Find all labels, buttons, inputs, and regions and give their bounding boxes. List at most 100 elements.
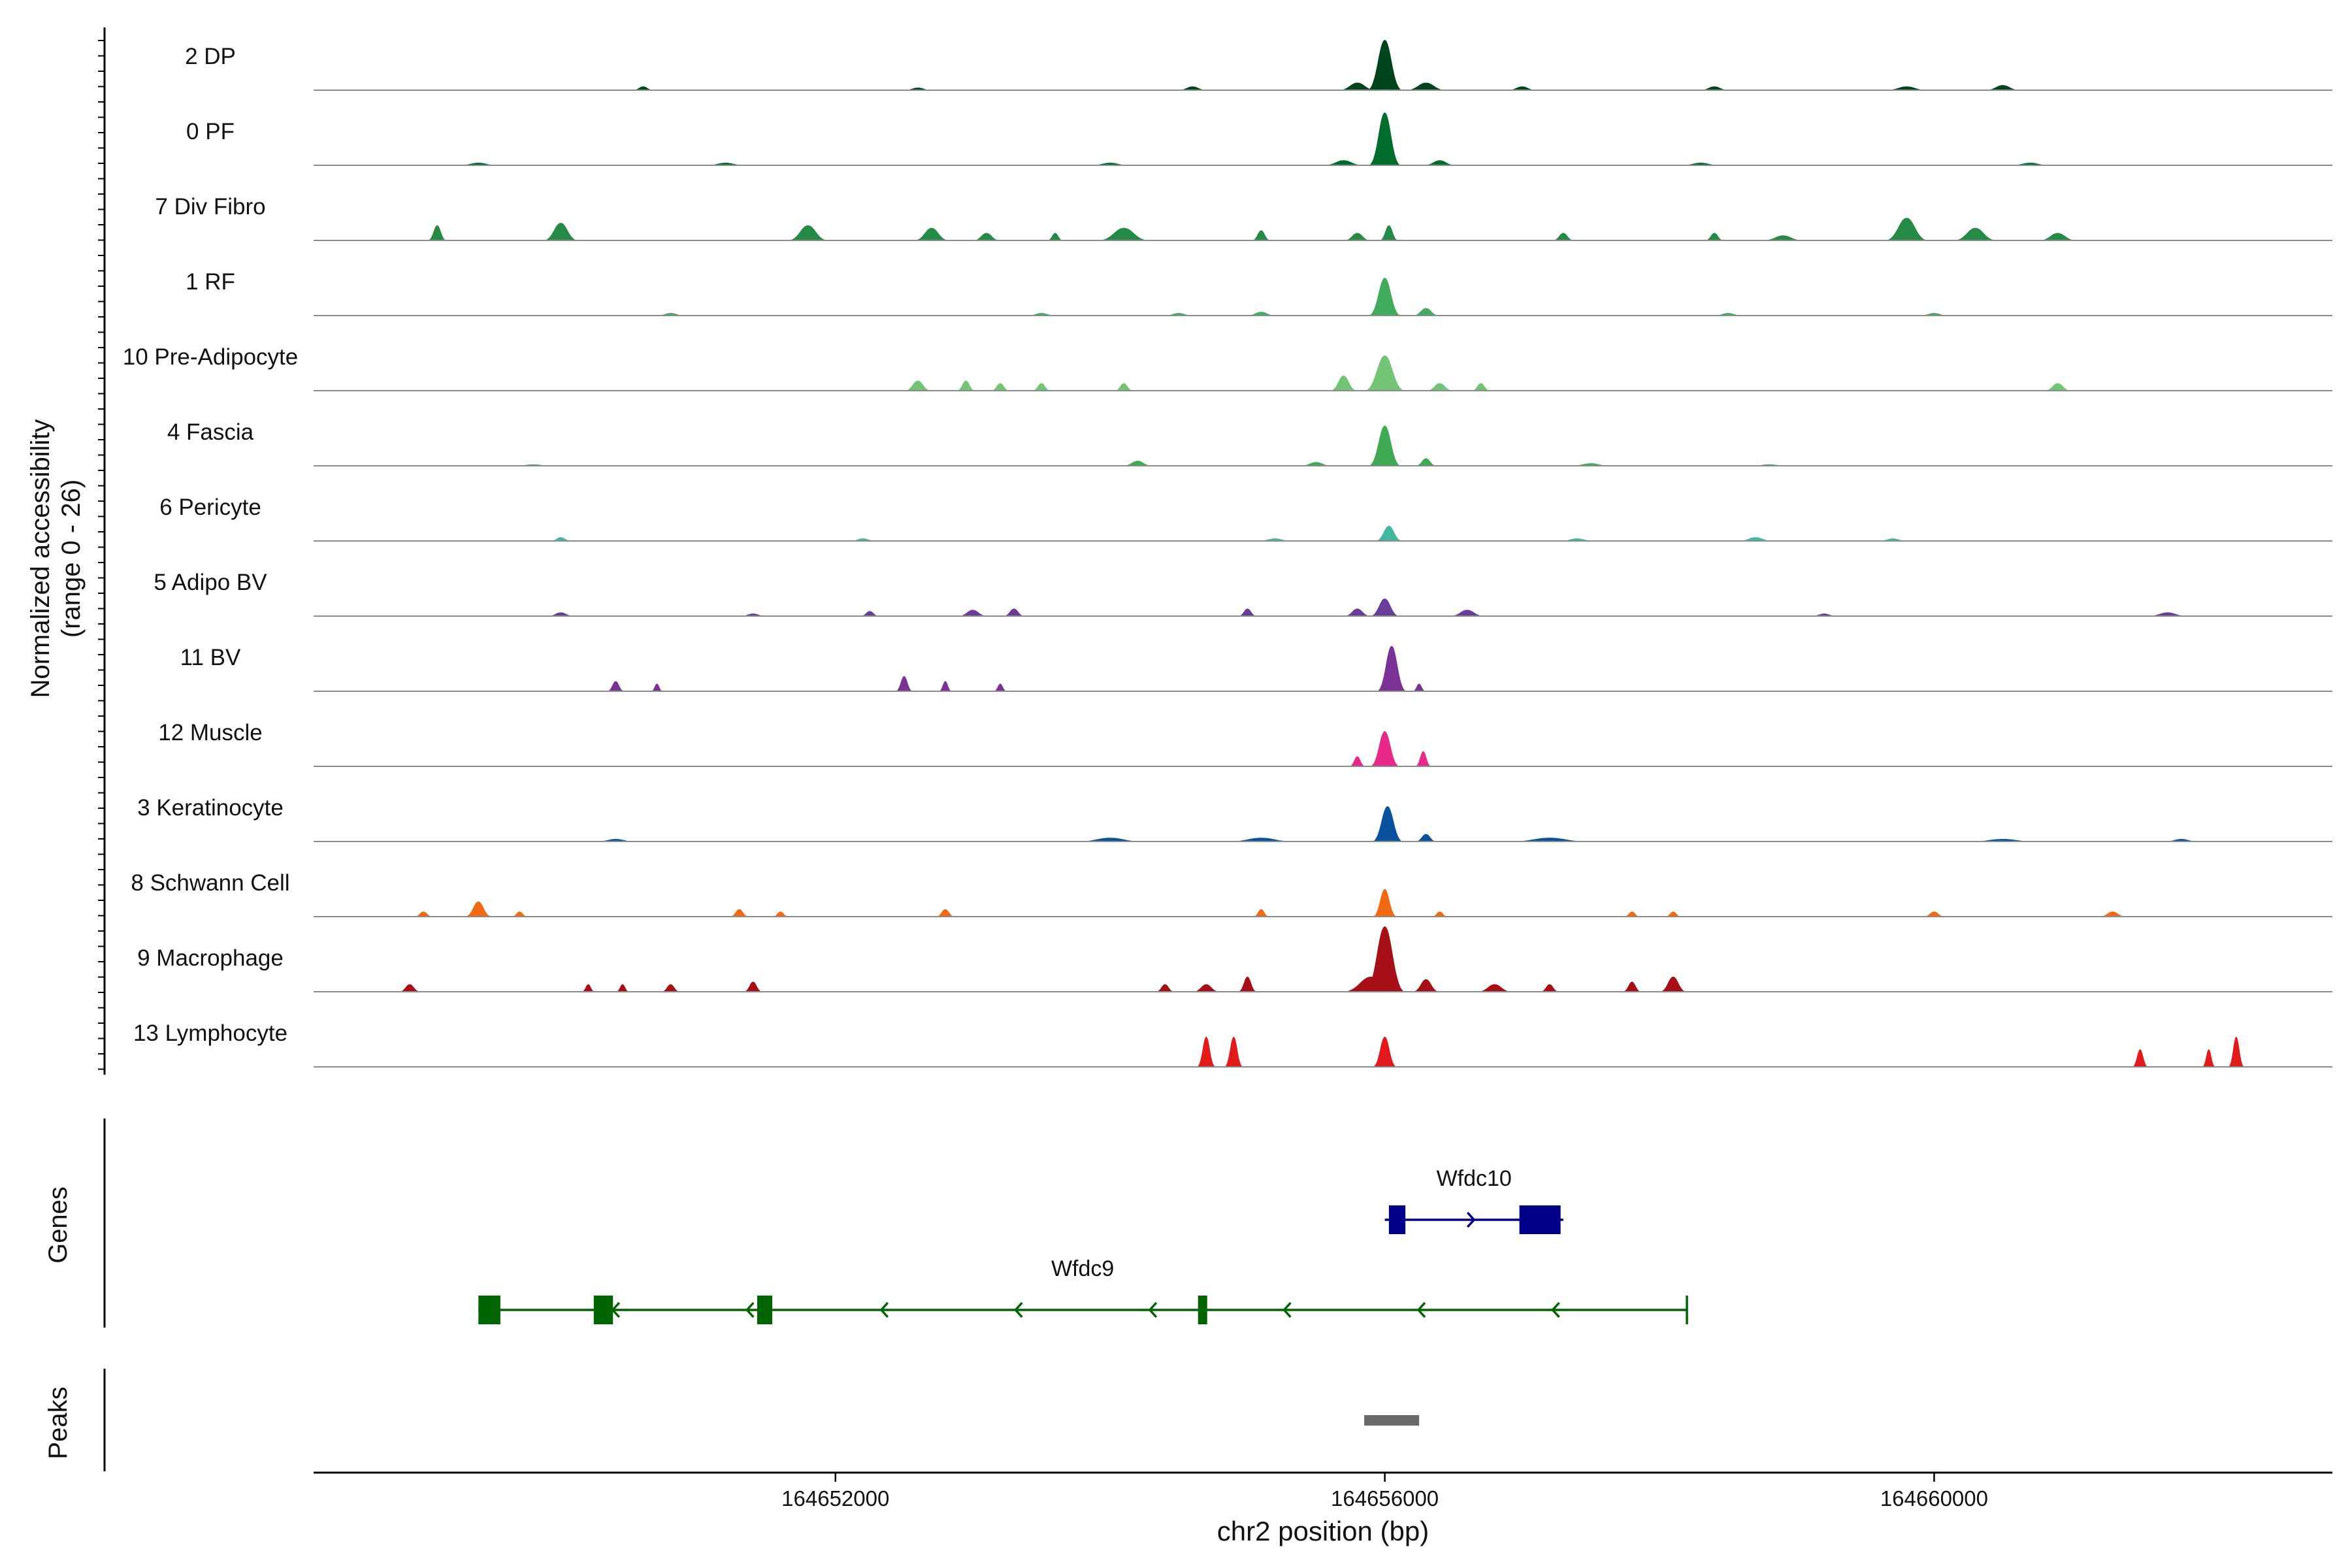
coverage-peak: [957, 610, 988, 616]
coverage-peak: [1431, 911, 1448, 917]
gene-name-label: Wfdc10: [1437, 1166, 1512, 1191]
coverage-peak: [895, 676, 913, 691]
x-tick-label: 164660000: [1880, 1486, 1988, 1511]
track-8-schwann-cell: 8 Schwann Cell: [131, 870, 2332, 917]
coverage-peak: [1477, 984, 1513, 992]
track-label: 7 Div Fibro: [155, 194, 265, 220]
gene-exon: [757, 1296, 773, 1324]
coverage-peak: [1155, 984, 1175, 992]
coverage-peak: [993, 683, 1007, 691]
coverage-peak: [581, 984, 595, 992]
track-7-div-fibro: 7 Div Fibro: [155, 194, 2332, 241]
track-11-bv: 11 BV: [180, 645, 2332, 692]
coverage-peak: [615, 984, 630, 992]
gene-exon: [1198, 1296, 1207, 1324]
coverage-peak: [1368, 425, 1401, 466]
coverage-peak: [1224, 1036, 1244, 1067]
gene-strand-arrow: [1551, 1301, 1560, 1318]
coverage-peak: [1122, 461, 1153, 466]
coverage-peak: [1369, 598, 1400, 616]
peak-region: [1364, 1415, 1420, 1426]
coverage-peak: [1923, 911, 1946, 917]
coverage-peak: [904, 380, 932, 391]
gene-strand-arrow: [879, 1301, 889, 1318]
coverage-peak: [1342, 976, 1400, 992]
coverage-peak: [1192, 984, 1220, 992]
coverage-peak: [1508, 838, 1591, 841]
track-label: 6 Pericyte: [159, 495, 261, 520]
coverage-peak: [1338, 82, 1377, 90]
coverage-peak: [938, 681, 953, 691]
coverage-peak: [2228, 1036, 2245, 1067]
track-6-pericyte: 6 Pericyte: [159, 495, 2332, 542]
coverage-peak: [2038, 233, 2078, 240]
coverage-peak: [2099, 911, 2127, 917]
coverage-peak: [661, 984, 681, 992]
track-4-fascia: 4 Fascia: [167, 419, 2332, 466]
coverage-tracks: 2 DP 0 PF 7 Div Fibro 1 RF 10 Pre-Adipocyte 4…: [123, 40, 2332, 1068]
coverage-peak: [1705, 233, 1724, 240]
coverage-peak: [913, 227, 950, 240]
coverage-peak: [1376, 645, 1407, 691]
coverage-peak: [1762, 235, 1804, 240]
track-label: 10 Pre-Adipocyte: [123, 344, 298, 370]
x-tick-label: 164656000: [1331, 1486, 1439, 1511]
coverage-peak: [1371, 806, 1403, 841]
track-1-rf: 1 RF: [186, 269, 2332, 316]
gene-strand-arrow: [1014, 1301, 1023, 1318]
x-axis: 164652000 164656000 164660000: [314, 1471, 2332, 1511]
coverage-peak: [1884, 218, 1929, 240]
coverage-peak: [1251, 230, 1271, 240]
coverage-peak: [1047, 233, 1064, 240]
gene-wfdc9: Wfdc9: [478, 1256, 1688, 1324]
track-label: 13 Lymphocyte: [133, 1021, 287, 1046]
coverage-peak: [1237, 976, 1258, 992]
peaks-panel: [103, 1369, 1420, 1471]
track-label: 0 PF: [186, 119, 235, 144]
coverage-peak: [1953, 227, 1998, 240]
track-5-adipo-bv: 5 Adipo BV: [154, 570, 2332, 617]
track-0-pf: 0 PF: [186, 112, 2332, 166]
coverage-peak: [936, 909, 955, 917]
track-label: 3 Keratinocyte: [137, 795, 284, 821]
coverage-peak: [1622, 981, 1642, 992]
coverage-peak: [990, 383, 1010, 391]
coverage-peak: [1343, 233, 1371, 240]
coverage-peak: [1414, 751, 1432, 766]
gene-strand-arrow: [745, 1301, 755, 1318]
coverage-peak: [743, 981, 763, 992]
coverage-peak: [1075, 838, 1145, 841]
coverage-peak: [772, 911, 789, 917]
coverage-peak: [1372, 889, 1397, 917]
gene-wfdc10: Wfdc10: [1384, 1166, 1563, 1234]
coverage-peak: [427, 225, 447, 240]
coverage-peak: [1246, 312, 1277, 316]
coverage-peak: [860, 611, 880, 616]
coverage-peak: [399, 984, 421, 992]
coverage-peak: [1412, 979, 1440, 992]
coverage-peak: [1375, 525, 1403, 541]
track-13-lymphocyte: 13 Lymphocyte: [133, 1021, 2332, 1068]
x-axis-label: chr2 position (bp): [1217, 1516, 1429, 1546]
coverage-peak: [787, 225, 829, 240]
track-label: 8 Schwann Cell: [131, 870, 289, 896]
coverage-peak: [1507, 86, 1537, 90]
y-axis-label: Normalized accessibility: [26, 419, 55, 698]
coverage-peak: [972, 233, 1001, 240]
coverage-peak: [1884, 86, 1929, 90]
coverage-peak: [1699, 86, 1730, 90]
coverage-peak: [2147, 612, 2189, 616]
coverage-peak: [1449, 610, 1486, 616]
coverage-peak: [1237, 608, 1258, 616]
coverage-peak: [1665, 911, 1682, 917]
coverage-peak: [1369, 731, 1400, 766]
coverage-peak: [1368, 278, 1401, 316]
coverage-peak: [1177, 86, 1208, 90]
coverage-peak: [1985, 85, 2021, 90]
coverage-peak: [1299, 462, 1333, 466]
y-axis-range-label: (range 0 - 26): [57, 480, 86, 638]
coverage-peak: [1552, 233, 1575, 240]
gene-exon: [1519, 1205, 1561, 1234]
